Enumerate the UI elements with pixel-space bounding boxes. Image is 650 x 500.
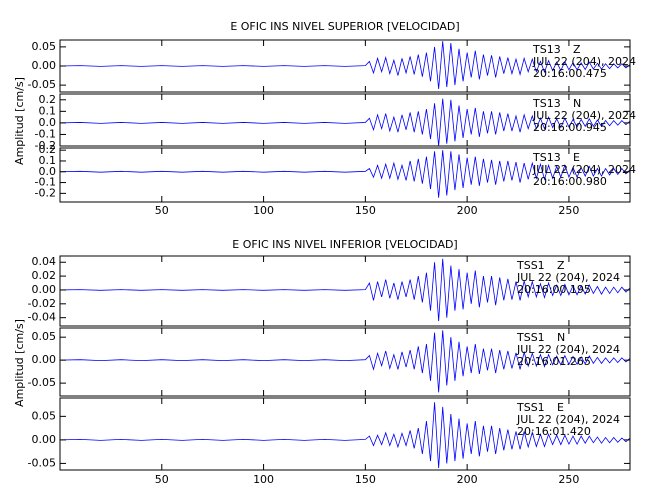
y-tick-label: 0.05 xyxy=(32,409,57,422)
y-tick-label: 0.00 xyxy=(32,433,57,446)
date-label: JUL 22 (204), 2024 xyxy=(532,55,636,68)
component-label: Z xyxy=(557,259,565,272)
panel-frame xyxy=(59,255,631,327)
station-label: TS13 xyxy=(532,97,561,110)
time-label: 20:16:00.475 xyxy=(533,67,607,80)
y-tick-label: -0.2 xyxy=(35,186,56,199)
y-tick-label: -0.05 xyxy=(28,78,56,91)
station-label: TS13 xyxy=(532,43,561,56)
y-tick-label: 0.0 xyxy=(39,165,57,178)
station-label: TS13 xyxy=(532,151,561,164)
x-tick-label: 250 xyxy=(558,473,579,486)
station-label: TSS1 xyxy=(516,331,545,344)
y-tick-label: 0.05 xyxy=(32,330,57,343)
y-tick-label: -0.1 xyxy=(35,127,56,140)
y-tick-label: -0.05 xyxy=(28,456,56,469)
time-label: 20:16:00.945 xyxy=(533,121,607,134)
y-tick-label: 0.2 xyxy=(39,93,57,106)
x-tick-label: 50 xyxy=(155,473,169,486)
y-tick-label: 0.2 xyxy=(39,143,57,156)
x-tick-label: 200 xyxy=(457,204,478,217)
waveform xyxy=(60,258,630,322)
y-tick-label: 0.00 xyxy=(32,59,57,72)
y-tick-label: -0.05 xyxy=(28,376,56,389)
panel-frame xyxy=(59,327,631,397)
waveform xyxy=(60,402,630,469)
y-tick-label: -0.04 xyxy=(28,311,56,324)
y-tick-label: -0.2 xyxy=(35,139,56,152)
waveform xyxy=(60,41,630,89)
panel-frame xyxy=(59,397,631,471)
y-tick-label: 0.00 xyxy=(32,353,57,366)
station-label: TSS1 xyxy=(516,259,545,272)
x-tick-label: 50 xyxy=(155,204,169,217)
y-tick-label: 0.00 xyxy=(32,283,57,296)
date-label: JUL 22 (204), 2024 xyxy=(516,271,620,284)
y-tick-label: 0.04 xyxy=(32,255,57,268)
time-label: 20:16:00.980 xyxy=(533,175,607,188)
waveform xyxy=(60,150,630,198)
y-tick-label: 0.05 xyxy=(32,40,57,53)
time-label: 20:16:01.420 xyxy=(517,425,591,438)
y-tick-label: 0.1 xyxy=(39,104,57,117)
x-tick-label: 150 xyxy=(355,473,376,486)
time-label: 20:16:01.265 xyxy=(517,355,591,368)
time-label: 20:16:00.195 xyxy=(517,283,591,296)
y-axis-label: Amplitud [cm/s] xyxy=(13,77,26,165)
station-label: TSS1 xyxy=(516,401,545,414)
y-tick-label: 0.02 xyxy=(32,269,57,282)
component-label: E xyxy=(557,401,564,414)
x-tick-label: 200 xyxy=(457,473,478,486)
waveform xyxy=(60,330,630,393)
x-tick-label: 100 xyxy=(253,473,274,486)
x-tick-label: 100 xyxy=(253,204,274,217)
y-tick-label: -0.1 xyxy=(35,176,56,189)
date-label: JUL 22 (204), 2024 xyxy=(516,413,620,426)
date-label: JUL 22 (204), 2024 xyxy=(532,109,636,122)
component-label: N xyxy=(573,97,581,110)
chart-title: E OFIC INS NIVEL SUPERIOR [VELOCIDAD] xyxy=(230,20,459,33)
component-label: N xyxy=(557,331,565,344)
x-tick-label: 250 xyxy=(558,204,579,217)
waveform xyxy=(60,98,630,146)
panel-frame xyxy=(59,93,631,147)
date-label: JUL 22 (204), 2024 xyxy=(532,163,636,176)
component-label: Z xyxy=(573,43,581,56)
panel-frame xyxy=(59,147,631,203)
y-tick-label: 0.0 xyxy=(39,116,57,129)
y-tick-label: 0.1 xyxy=(39,154,57,167)
component-label: E xyxy=(573,151,580,164)
y-tick-label: -0.02 xyxy=(28,297,56,310)
x-tick-label: 150 xyxy=(355,204,376,217)
y-axis-label: Amplitud [cm/s] xyxy=(13,319,26,407)
date-label: JUL 22 (204), 2024 xyxy=(516,343,620,356)
chart-title: E OFIC INS NIVEL INFERIOR [VELOCIDAD] xyxy=(232,238,457,251)
